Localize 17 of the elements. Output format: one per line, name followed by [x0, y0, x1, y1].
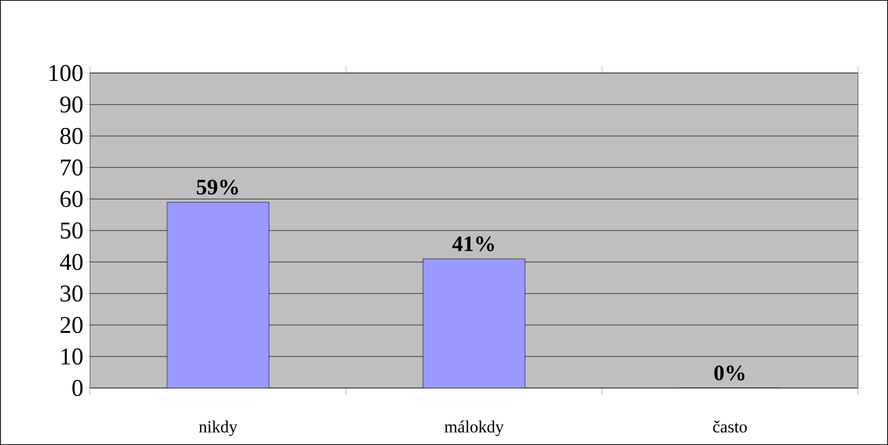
y-tick-label: 70: [61, 159, 83, 176]
y-tick-label: 60: [60, 190, 83, 208]
y-tick-label: 90: [60, 96, 83, 113]
x-tick-label: málokdy: [444, 420, 504, 436]
y-tick-label: 40: [60, 254, 83, 270]
x-tick-label: často: [713, 420, 747, 433]
x-tick-label: nikdy: [199, 420, 238, 436]
data-label: 41%: [452, 236, 494, 252]
y-tick-label: 100: [50, 64, 83, 82]
data-label: 59%: [196, 180, 238, 195]
y-tick-label: 0: [72, 380, 83, 396]
y-tick-label: 80: [60, 128, 83, 144]
y-tick-label: 30: [60, 285, 83, 302]
y-tick-label: 50: [60, 222, 83, 239]
y-tick-label: 20: [60, 316, 83, 334]
data-label: 0%: [714, 366, 744, 380]
y-tick-label: 10: [62, 348, 83, 365]
